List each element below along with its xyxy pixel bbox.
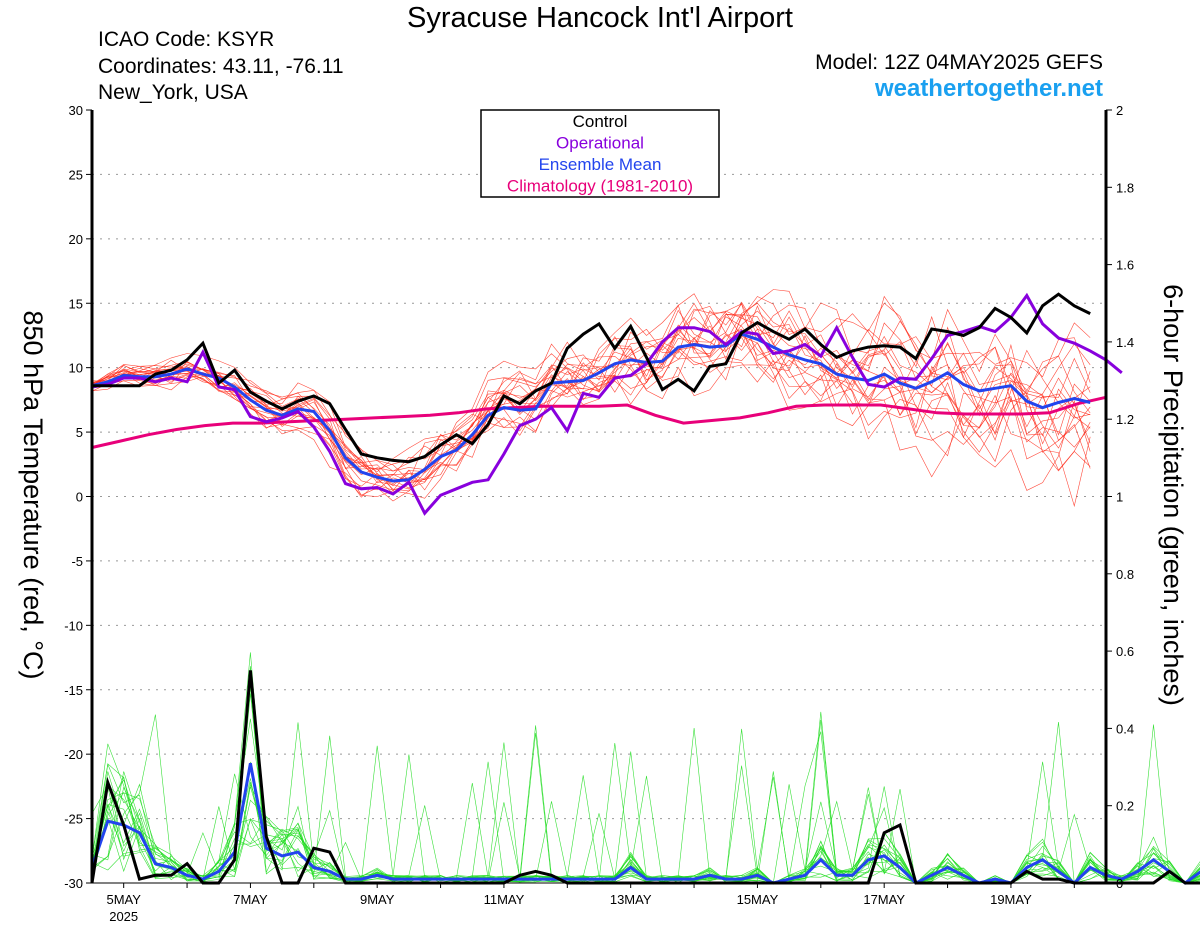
legend-entry: Ensemble Mean [539,155,662,174]
y-right-tick-label: 1.4 [1116,335,1134,350]
y-right-tick-label: 2 [1116,103,1123,118]
x-tick-label: 15MAY [737,892,779,907]
precip-member-line [91,693,1200,884]
precip-member-line [91,719,1200,884]
y-left-tick-label: -30 [64,876,83,891]
temp-member-line [91,304,1091,499]
tick-labels: 302520151050-5-10-15-20-25-3021.81.61.41… [64,103,1134,924]
chart-title: Syracuse Hancock Int'l Airport [407,2,793,34]
temp-control-line [92,292,1091,464]
y-right-tick-label: 0.4 [1116,721,1134,736]
y-left-tick-label: -20 [64,747,83,762]
x-year-label: 2025 [109,909,138,924]
y-left-tick-label: -15 [64,683,83,698]
climatology-line [91,395,1107,449]
coordinates: Coordinates: 43.11, -76.11 [98,55,344,78]
y-right-tick-label: 1.8 [1116,180,1134,195]
y-axis-left-label: 850 hPa Temperature (red, °C) [18,311,48,680]
temp-member-line [91,301,1091,491]
y-left-tick-label: 5 [76,425,83,440]
y-right-tick-label: 0 [1116,876,1123,891]
x-tick-label: 13MAY [610,892,652,907]
model-run: Model: 12Z 04MAY2025 GEFS [815,51,1103,74]
x-tick-label: 9MAY [360,892,395,907]
y-left-tick-label: -10 [64,618,83,633]
precip-member-line [91,686,1200,884]
temp-member-line [91,310,1091,508]
legend-box [480,109,720,198]
y-left-tick-label: 10 [69,361,83,376]
temp-member-line [91,328,1091,481]
x-tick-label: 5MAY [106,892,141,907]
legend-entry: Control [573,112,628,131]
temp-member-line [91,295,1091,481]
precip-mean-line [90,762,1200,885]
y-left-tick-label: 20 [69,232,83,247]
precip-member-line [91,804,1200,884]
ensemble-precip-members [91,652,1200,884]
legend-entry: Climatology (1981-2010) [507,177,693,196]
y-right-tick-label: 1.2 [1116,412,1134,427]
legend-entry: Operational [556,134,644,153]
y-right-tick-label: 0.6 [1116,644,1134,659]
y-left-tick-label: -25 [64,812,83,827]
y-right-tick-label: 0.8 [1116,567,1134,582]
x-tick-label: 7MAY [233,892,268,907]
ensemble-temp-members [91,289,1091,508]
y-right-tick-label: 1.6 [1116,258,1134,273]
legend: Control Operational Ensemble Mean Climatolo… [480,109,720,198]
y-right-tick-label: 1 [1116,490,1123,505]
precip-control-line [90,670,1200,885]
x-tick-label: 17MAY [863,892,905,907]
temp-member-line [91,303,1091,498]
y-left-tick-label: 15 [69,296,83,311]
y-right-tick-label: 0.2 [1116,799,1134,814]
temp-member-line [91,289,1091,483]
x-tick-label: 11MAY [484,892,525,907]
website-link[interactable]: weathertogether.net [874,75,1103,102]
temp-mean-line [91,332,1091,483]
y-axis-right-label: 6-hour Precipitation (green, inches) [1158,284,1188,706]
x-tick-label: 19MAY [990,892,1032,907]
y-left-tick-label: 25 [69,167,83,182]
y-left-tick-label: 0 [76,490,83,505]
temp-member-line [91,310,1091,473]
location: New_York, USA [98,81,248,104]
temp-member-line [91,325,1091,480]
temp-operational-line [91,292,1123,516]
main-series [90,292,1200,885]
y-left-tick-label: -5 [71,554,83,569]
icao-code: ICAO Code: KSYR [98,28,275,51]
temp-member-line [91,293,1091,492]
y-left-tick-label: 30 [69,103,83,118]
temp-member-line [91,341,1091,491]
